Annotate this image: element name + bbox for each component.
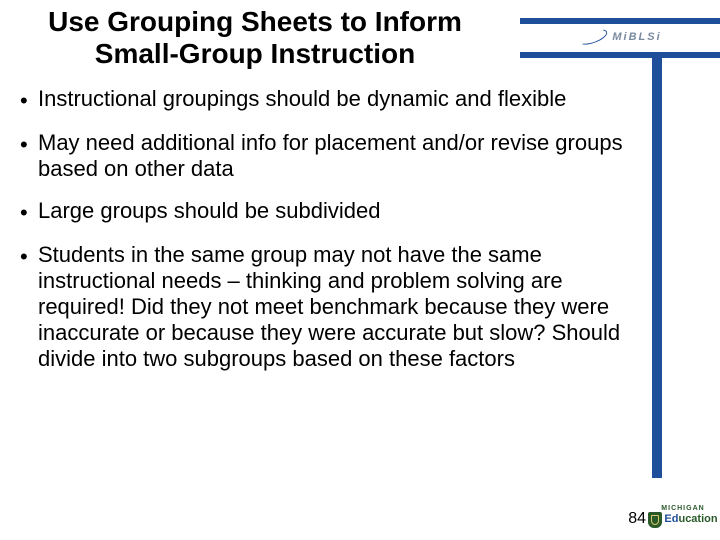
list-item: • Students in the same group may not hav… bbox=[20, 242, 630, 372]
bullet-icon: • bbox=[20, 242, 34, 270]
top-logo: MiBLSi bbox=[530, 24, 710, 50]
bullet-icon: • bbox=[20, 86, 34, 114]
bullet-text: May need additional info for placement a… bbox=[34, 130, 630, 182]
bullet-list: • Instructional groupings should be dyna… bbox=[20, 86, 630, 388]
list-item: • Instructional groupings should be dyna… bbox=[20, 86, 630, 114]
sidebar-strip bbox=[652, 58, 662, 478]
bullet-text: Large groups should be subdivided bbox=[34, 198, 630, 224]
swoosh-icon bbox=[577, 26, 609, 48]
list-item: • Large groups should be subdivided bbox=[20, 198, 630, 226]
bullet-icon: • bbox=[20, 198, 34, 226]
top-logo-text: MiBLSi bbox=[612, 31, 661, 43]
bottom-logo-text: Education bbox=[664, 515, 717, 525]
slide-title: Use Grouping Sheets to Inform Small-Grou… bbox=[40, 6, 470, 70]
page-number: 84 bbox=[628, 510, 646, 528]
bottom-logo-ed: Ed bbox=[664, 513, 678, 525]
bullet-text: Students in the same group may not have … bbox=[34, 242, 630, 372]
bottom-logo-row: Education bbox=[648, 512, 717, 528]
list-item: • May need additional info for placement… bbox=[20, 130, 630, 182]
bullet-icon: • bbox=[20, 130, 34, 158]
bottom-logo: MICHIGAN Education bbox=[650, 496, 716, 536]
shield-icon bbox=[648, 512, 662, 528]
bottom-logo-line1: MICHIGAN bbox=[661, 505, 704, 512]
slide: Use Grouping Sheets to Inform Small-Grou… bbox=[0, 0, 720, 540]
bottom-logo-ucation: ucation bbox=[678, 513, 717, 525]
header-rule-bottom bbox=[520, 52, 720, 58]
bullet-text: Instructional groupings should be dynami… bbox=[34, 86, 630, 112]
header-decor: MiBLSi bbox=[520, 0, 720, 70]
